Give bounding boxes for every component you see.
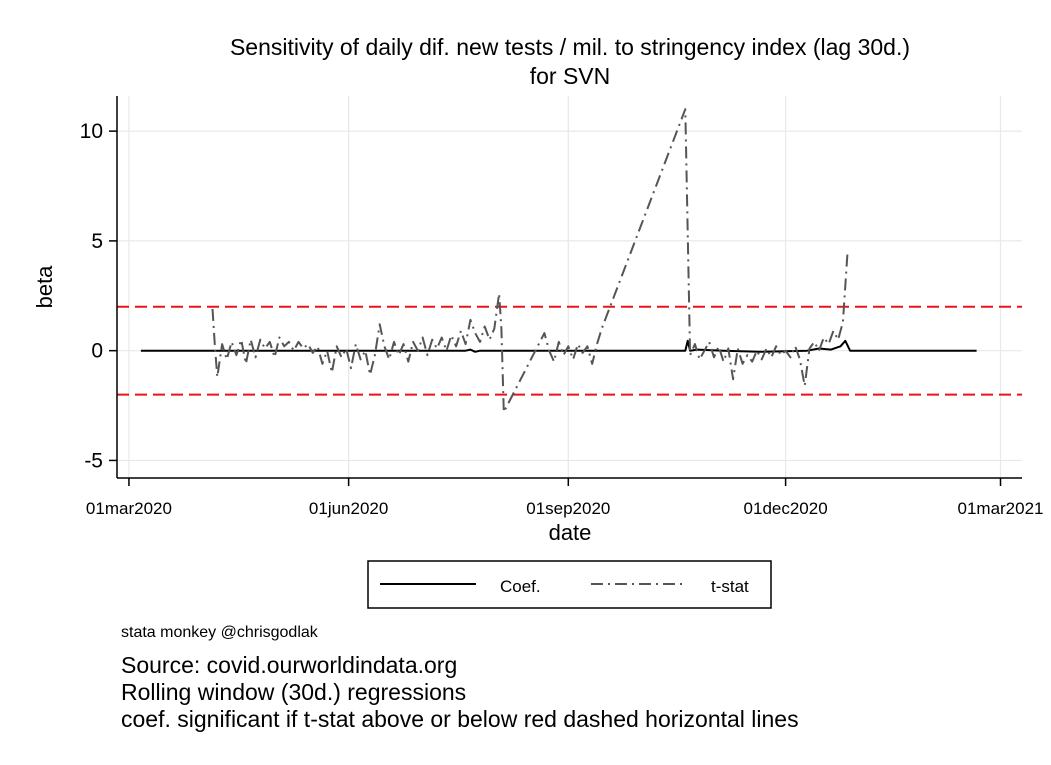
x-axis-title: date <box>549 520 592 545</box>
y-axis-title: beta <box>32 265 57 309</box>
x-tick-label: 01dec2020 <box>744 499 828 518</box>
y-tick-label: 10 <box>80 120 103 143</box>
x-tick-label: 01mar2020 <box>86 499 172 518</box>
chart-title: Sensitivity of daily dif. new tests / mi… <box>230 34 910 60</box>
legend-label-tstat: t-stat <box>711 577 749 596</box>
legend-label-coef: Coef. <box>500 577 541 596</box>
axes: -5 0 5 10 01mar2020 01jun2020 01sep2020 01dec20… <box>80 96 1044 518</box>
grid-lines <box>117 96 1022 478</box>
series-line-t-stat <box>211 108 849 414</box>
y-tick-label: -5 <box>84 449 103 472</box>
legend: Coef. t-stat <box>367 560 772 609</box>
significance-note: coef. significant if t-stat above or bel… <box>121 706 799 732</box>
x-tick-label: 01jun2020 <box>309 499 388 518</box>
notes-block: Source: covid.ourworldindata.org Rolling… <box>121 652 799 733</box>
y-tick-label: 5 <box>91 230 103 253</box>
reference-lines <box>117 305 1022 396</box>
method-note: Rolling window (30d.) regressions <box>121 679 467 705</box>
legend-box <box>367 560 772 609</box>
x-tick-label: 01mar2021 <box>958 499 1044 518</box>
series-lines <box>140 108 977 414</box>
credit-note: stata monkey @chrisgodlak <box>121 624 318 641</box>
chart-subtitle: for SVN <box>530 63 611 89</box>
x-tick-label: 01sep2020 <box>526 499 610 518</box>
source-note: Source: covid.ourworldindata.org <box>121 652 458 678</box>
y-tick-label: 0 <box>91 340 103 363</box>
